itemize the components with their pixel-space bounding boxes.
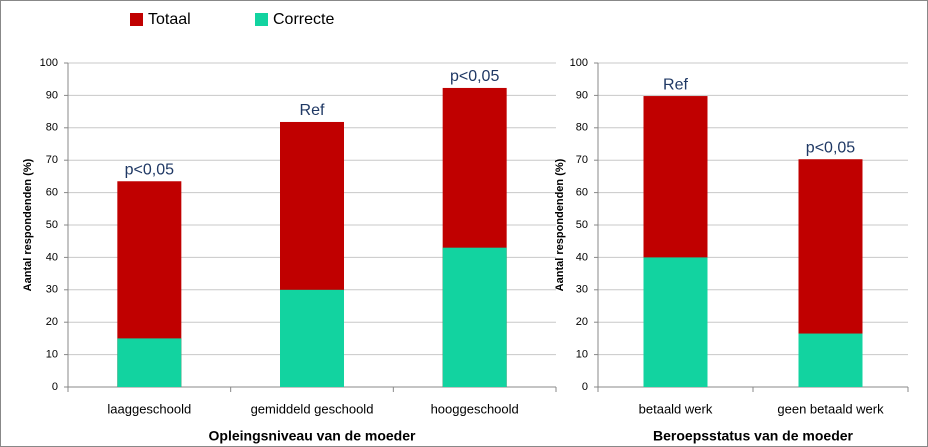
y-tick-label: 80	[576, 122, 588, 134]
y-tick-label: 90	[576, 89, 588, 101]
y-tick-label: 40	[576, 251, 588, 263]
y-tick-label: 10	[46, 349, 58, 361]
annotation: Ref	[663, 76, 688, 93]
x-tick-label: betaald werk	[639, 401, 713, 416]
y-tick-label: 90	[46, 89, 58, 101]
y-axis-label: Aantal respondenden (%)	[22, 158, 34, 291]
x-tick-label: laaggeschoold	[107, 401, 191, 416]
annotation: p<0,05	[125, 161, 174, 178]
y-tick-label: 30	[576, 284, 588, 296]
annotation: p<0,05	[450, 68, 499, 85]
y-tick-label: 50	[46, 219, 58, 231]
legend-swatch	[130, 13, 143, 26]
annotation: p<0,05	[806, 139, 855, 156]
bar	[798, 333, 863, 387]
y-tick-label: 20	[576, 316, 588, 328]
y-tick-label: 40	[46, 251, 58, 263]
legend-label: Correcte	[273, 11, 334, 28]
y-tick-label: 50	[576, 219, 588, 231]
x-tick-label: geen betaald werk	[777, 401, 884, 416]
x-axis-label: Opleingsniveau van de moeder	[209, 428, 417, 444]
y-tick-label: 70	[576, 154, 588, 166]
x-tick-label: hooggeschoold	[431, 401, 519, 416]
bar	[280, 289, 344, 387]
y-tick-label: 100	[570, 57, 588, 69]
y-tick-label: 80	[46, 122, 58, 134]
y-tick-label: 0	[582, 381, 588, 393]
bar	[442, 247, 507, 387]
x-axis-label: Beroepsstatus van de moeder	[653, 428, 854, 444]
y-tick-label: 20	[46, 316, 58, 328]
y-tick-label: 60	[46, 187, 58, 199]
x-tick-label: gemiddeld geschoold	[251, 401, 374, 416]
bar	[643, 257, 708, 387]
annotation: Ref	[300, 102, 325, 119]
y-tick-label: 60	[576, 187, 588, 199]
y-axis-label: Aantal respondenden (%)	[554, 158, 566, 291]
legend-label: Totaal	[148, 11, 191, 28]
y-tick-label: 30	[46, 284, 58, 296]
y-tick-label: 0	[52, 381, 58, 393]
y-tick-label: 70	[46, 154, 58, 166]
legend-swatch	[255, 13, 268, 26]
bar	[117, 338, 182, 387]
y-tick-label: 10	[576, 349, 588, 361]
y-tick-label: 100	[40, 57, 58, 69]
